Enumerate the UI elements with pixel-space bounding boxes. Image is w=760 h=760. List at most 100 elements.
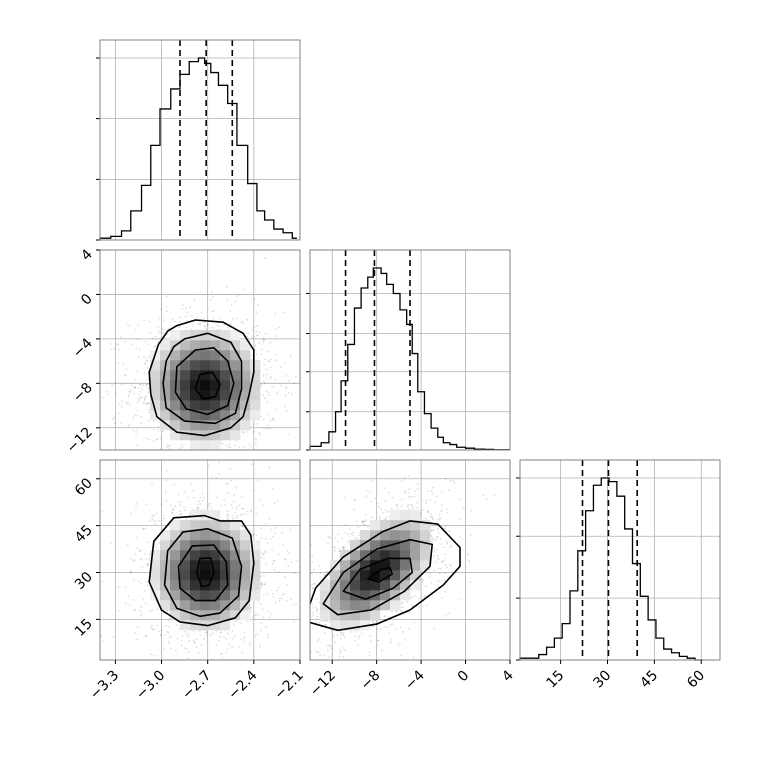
scatter-panel-0 [96,249,316,482]
scatter-point [205,630,208,632]
scatter-point [144,363,147,366]
scatter-point [238,504,241,507]
scatter-point [249,642,252,644]
density-cell [220,570,231,581]
scatter-point [294,375,297,378]
density-cell [190,580,201,591]
scatter-point [148,356,151,358]
scatter-point [278,571,281,573]
density-cell [230,580,241,591]
scatter-point [260,583,263,586]
density-cell [250,560,261,571]
scatter-point [188,632,190,635]
scatter-point [468,559,470,562]
scatter-point [227,457,229,459]
scatter-point [246,335,249,338]
scatter-point [157,429,160,432]
scatter-point [316,615,319,618]
scatter-point [102,640,105,642]
density-cell [380,550,391,561]
density-cell [180,360,191,371]
density-cell [360,580,371,591]
scatter-point [94,554,96,556]
density-cell [370,570,381,581]
density-cell [240,360,251,371]
scatter-point [187,635,190,638]
density-cell [340,580,351,591]
density-cell [400,520,411,531]
scatter-point [295,617,297,619]
scatter-point [156,624,159,627]
scatter-point [390,640,392,643]
hist-frame-0 [99,39,301,241]
scatter-point [264,397,266,399]
scatter-point [260,415,262,418]
scatter-point [430,490,433,492]
scatter-point [341,632,343,635]
scatter-point [227,482,229,485]
density-cell [190,520,201,531]
scatter-point [436,528,439,530]
scatter-point [157,329,160,332]
scatter-point [270,465,272,467]
scatter-point [379,518,381,520]
scatter-point [263,583,266,585]
scatter-point [383,615,385,618]
scatter-point [224,504,226,506]
scatter-point [433,628,436,630]
scatter-point [399,642,401,644]
scatter-point [250,446,252,448]
density-cell [240,550,251,561]
density-cell [210,360,221,371]
density-cell [330,570,341,581]
scatter-point [154,345,157,347]
scatter-point [170,480,172,482]
density-cell [240,570,251,581]
density-cell [370,600,381,611]
scatter-point [154,335,157,338]
scatter-point [347,533,350,535]
scatter-point [177,670,179,672]
density-cell [190,590,201,601]
scatter-point [281,597,283,600]
scatter-point [469,581,472,583]
scatter-point [443,546,445,549]
scatter-point [444,579,446,582]
scatter-point [418,605,420,608]
scatter-point [221,652,224,655]
scatter-point [439,572,441,575]
scatter-point [314,336,316,338]
density-cell [330,600,341,611]
scatter-point [285,585,287,587]
density-cell [380,560,391,571]
scatter-point [125,368,128,371]
scatter-point [469,533,472,536]
scatter-point [196,506,199,509]
scatter-point [260,622,262,624]
density-cell [210,620,221,631]
contour-0-2 [174,346,235,416]
scatter-point [266,401,269,404]
scatter-point [274,359,277,362]
scatter-point [179,447,182,450]
scatter-point [193,299,196,302]
density-cell [150,560,161,571]
scatter-point [192,629,195,632]
scatter-point [128,604,131,606]
scatter-point [118,610,121,612]
scatter-point [187,650,190,653]
scatter-point [374,497,376,500]
scatter-point [145,557,148,560]
scatter-point [212,295,214,298]
scatter-point [293,627,295,629]
scatter-point [139,558,142,561]
density-cell [390,570,401,581]
scatter-point [403,491,406,494]
density-cell [180,620,191,631]
scatter-point [403,476,406,479]
scatter-point [432,538,435,541]
scatter-point [391,623,394,625]
scatter-point [185,647,188,650]
scatter-point [250,607,253,609]
scatter-point [292,632,294,634]
